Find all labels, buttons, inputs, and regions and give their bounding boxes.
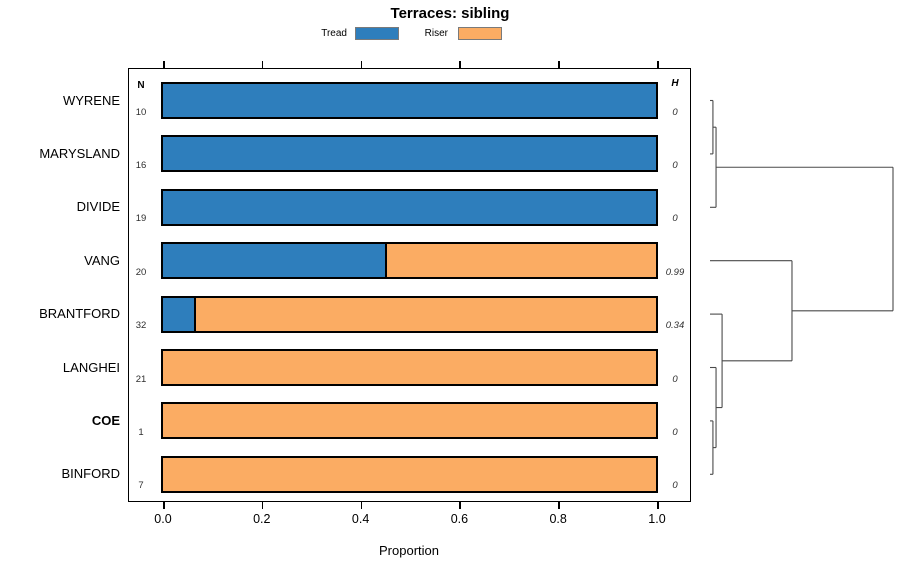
x-tick-bottom [163,502,165,509]
x-tick-top [657,61,659,68]
plot-area-border [128,68,691,502]
h-value: 0 [672,159,678,171]
row-label-binford: BINFORD [61,466,121,482]
legend-swatch-riser [458,27,502,40]
bar-segment-riser [163,404,656,438]
x-tick-bottom [657,502,659,509]
x-tick-bottom [360,502,363,509]
h-value: 0 [672,426,678,438]
stacked-bar-wyrene [161,82,658,119]
bar-segment-riser [385,244,656,278]
n-value: 19 [135,213,147,225]
row-label-vang: VANG [84,252,120,268]
bar-segment-riser [163,351,656,384]
legend-swatch-tread [355,27,399,40]
x-tick-bottom [558,502,560,509]
x-tick-top [261,61,264,68]
h-column-header: H [671,78,679,89]
h-value: 0.99 [665,266,685,278]
x-tick-label: 0.2 [253,512,271,526]
n-value: 1 [138,426,144,438]
bar-segment-tread [163,244,385,278]
row-label-divide: DIVIDE [76,199,120,215]
stacked-bar-divide [161,188,658,226]
n-value: 32 [135,320,147,332]
row-label-wyrene: WYRENE [62,92,120,108]
bar-segment-riser [163,457,656,491]
x-tick-label: 1.0 [648,512,666,526]
stacked-bar-coe [161,402,658,440]
bar-segment-riser [194,297,656,331]
row-label-marysland: MARYSLAND [39,145,120,161]
h-value: 0 [672,480,678,492]
bar-segment-tread [163,137,656,171]
x-tick-bottom [459,502,461,509]
x-tick-label: 0.0 [154,512,172,526]
row-label-brantford: BRANTFORD [39,306,120,322]
n-value: 10 [135,106,147,118]
bar-segment-tread [163,297,194,331]
stacked-bar-brantford [161,295,658,333]
stacked-bar-binford [161,455,658,493]
x-tick-top [360,61,363,68]
stacked-bar-langhei [161,349,658,386]
chart-title: Terraces: sibling [390,5,510,22]
x-tick-label: 0.8 [549,512,567,526]
h-value: 0 [672,213,678,225]
stacked-bar-vang [161,242,658,280]
bar-segment-tread [163,84,656,117]
stacked-bar-marysland [161,135,658,173]
bar-segment-tread [163,190,656,224]
n-column-header: N [137,80,145,91]
x-axis-title: Proportion [379,543,439,558]
n-value: 7 [138,480,144,492]
n-value: 21 [135,373,147,385]
h-value: 0.34 [665,320,685,332]
row-label-coe: COE [91,412,120,428]
n-value: 20 [135,266,147,278]
x-tick-top [459,61,461,68]
legend-label-tread: Tread [321,28,347,39]
h-value: 0 [672,106,678,118]
x-tick-label: 0.6 [450,512,469,526]
x-tick-label: 0.4 [351,512,370,526]
x-tick-bottom [261,502,264,509]
dendrogram [710,99,894,475]
row-label-langhei: LANGHEI [62,359,120,375]
legend-label-riser: Riser [424,28,448,39]
x-tick-top [163,61,165,68]
n-value: 16 [135,159,147,171]
h-value: 0 [672,373,678,385]
x-tick-top [558,61,560,68]
